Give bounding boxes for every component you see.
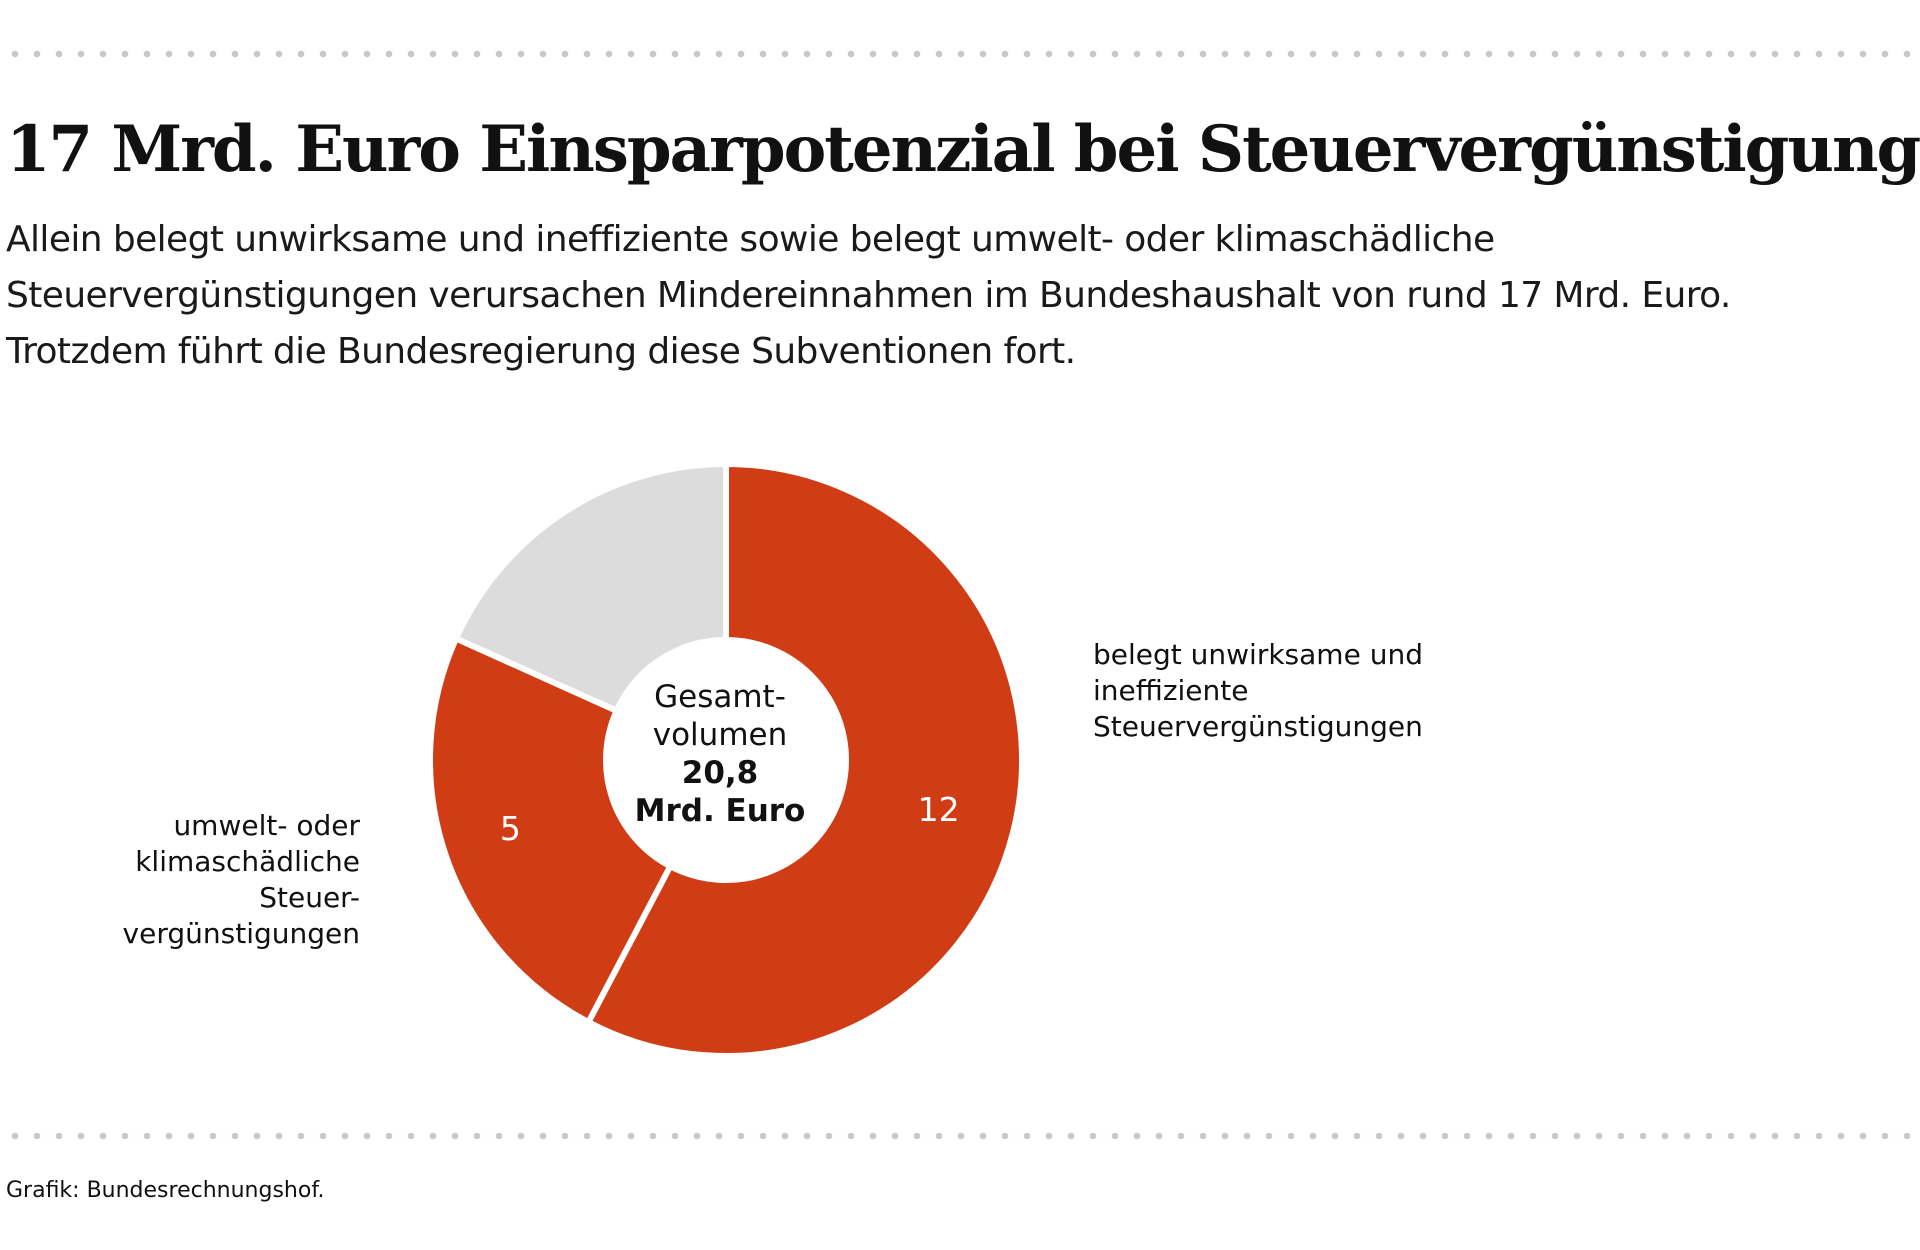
source-note: Grafik: Bundesrechnungshof. xyxy=(6,1178,325,1203)
center-label-line-1: Gesamt- xyxy=(654,679,786,715)
legend-klimaschaedlich-line-2: klimaschädliche xyxy=(135,845,360,878)
slice-klimaschaedlich xyxy=(427,635,674,1026)
legend-unwirksam-line-3: Steuervergünstigungen xyxy=(1093,710,1423,743)
slice-value-label-unwirksam: 12 xyxy=(917,790,960,830)
slice-unwirksam xyxy=(585,461,1025,1059)
legend-klimaschaedlich-line-1: umwelt- oder xyxy=(173,809,360,842)
bottom-dotted-divider xyxy=(0,1132,1920,1140)
slice-value-label-klimaschaedlich: 5 xyxy=(499,809,521,849)
donut-center-label: Gesamt- volumen 20,8 Mrd. Euro xyxy=(598,678,842,830)
slice-rest xyxy=(453,461,729,714)
legend-klimaschaedlich-line-4: vergünstigungen xyxy=(122,917,360,950)
chart-title: 17 Mrd. Euro Einsparpotenzial bei Steuer… xyxy=(6,112,1920,187)
legend-unwirksam-line-2: ineffiziente xyxy=(1093,674,1249,707)
chart-subtitle: Allein belegt unwirksame und ineffizient… xyxy=(6,219,1731,372)
legend-klimaschaedlich-line-3: Steuer- xyxy=(259,881,360,914)
legend-klimaschaedlich: umwelt- oder klimaschädliche Steuer- ver… xyxy=(60,808,360,952)
legend-unwirksam-line-1: belegt unwirksame und xyxy=(1093,638,1423,671)
legend-unwirksam: belegt unwirksame und ineffiziente Steue… xyxy=(1093,637,1423,745)
center-total-unit: Mrd. Euro xyxy=(634,793,806,829)
center-total-value: 20,8 xyxy=(681,755,759,791)
center-label-line-2: volumen xyxy=(652,717,788,753)
top-dotted-divider xyxy=(0,50,1920,58)
